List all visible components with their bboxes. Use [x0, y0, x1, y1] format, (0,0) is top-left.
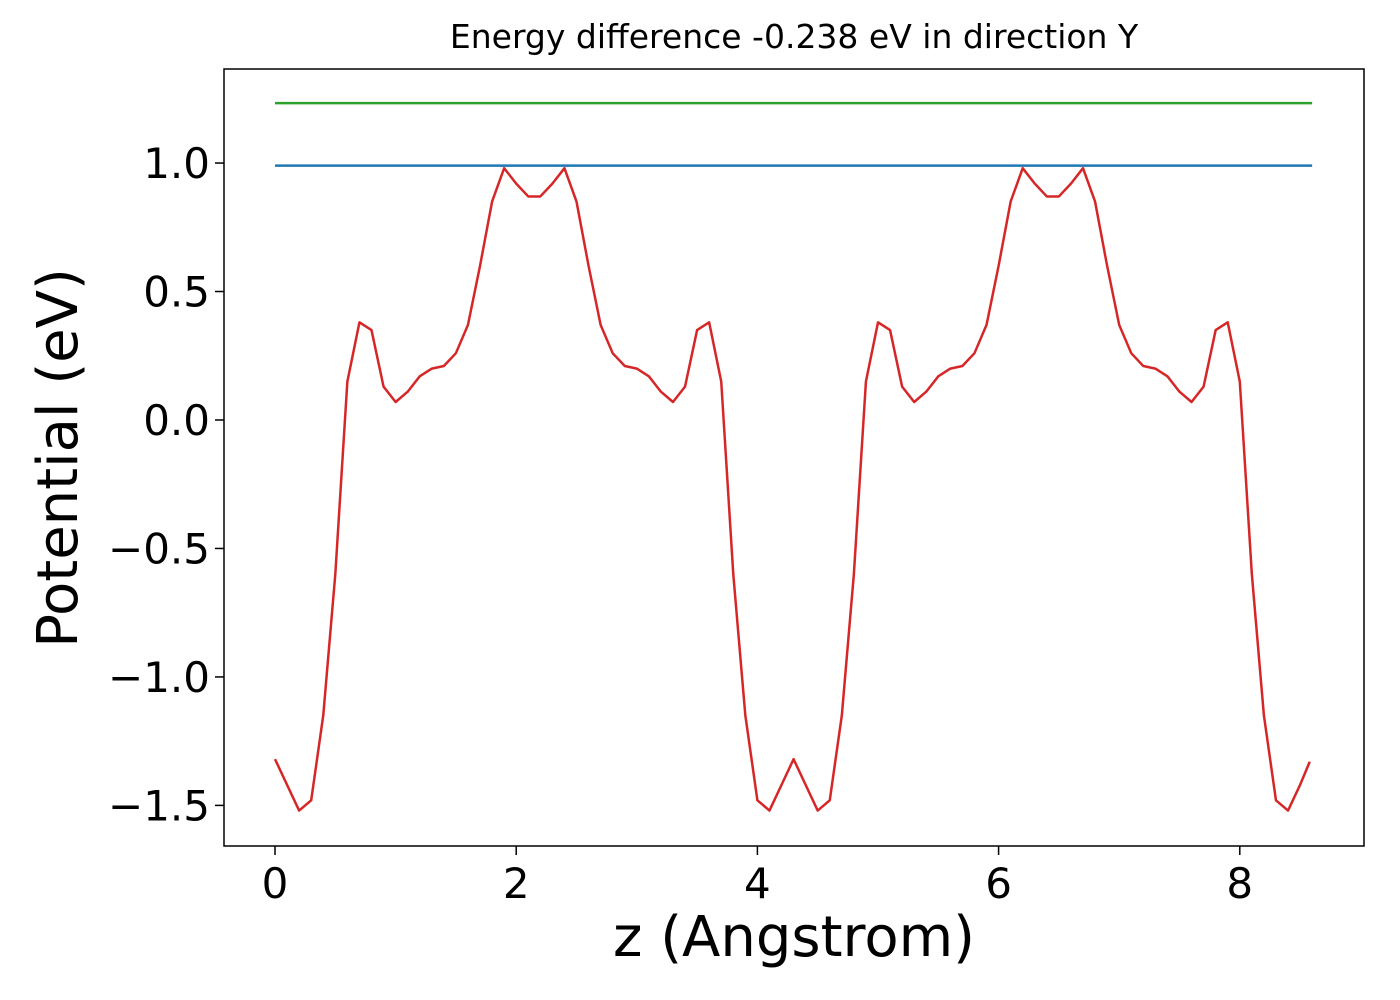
plot-frame	[223, 68, 1365, 847]
y-axis-label: Potential (eV)	[26, 268, 91, 648]
x-axis-label: z (Angstrom)	[613, 905, 975, 970]
x-tick-label: 6	[985, 859, 1012, 908]
y-tick-label: −1.0	[108, 653, 210, 702]
series-line	[273, 166, 1311, 812]
chart-title: Energy difference -0.238 eV in direction…	[450, 17, 1139, 56]
x-tick-label: 4	[744, 859, 771, 908]
y-tick-label: −1.5	[108, 781, 210, 830]
y-tick-label: 1.0	[143, 139, 210, 188]
y-tick-label: −0.5	[108, 524, 210, 573]
x-tick-label: 8	[1226, 859, 1253, 908]
y-tick-label: 0.5	[143, 268, 210, 317]
x-tick-label: 2	[503, 859, 530, 908]
x-tick-label: 0	[262, 859, 289, 908]
y-tick-label: 0.0	[143, 396, 210, 445]
